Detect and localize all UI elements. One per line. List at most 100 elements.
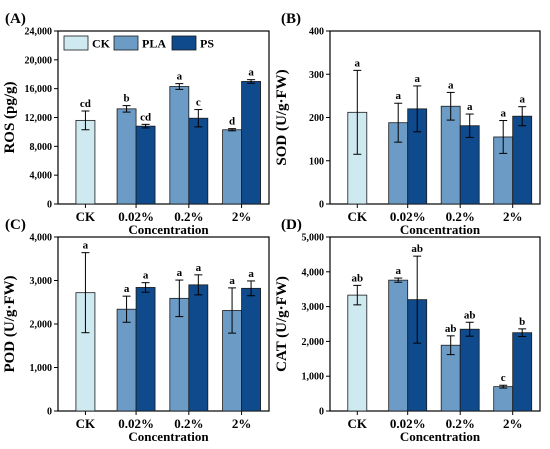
x-tick-label: 0.02% <box>390 416 426 431</box>
y-tick-label: 16,000 <box>25 84 53 95</box>
significance-label: a <box>177 71 183 83</box>
legend-label-ck: CK <box>92 37 111 51</box>
panel-title: (A) <box>5 11 26 27</box>
y-tick-label: 1,000 <box>302 372 325 383</box>
significance-label: a <box>414 73 420 85</box>
significance-label: a <box>196 262 202 274</box>
panel-title: (C) <box>5 217 26 233</box>
significance-label: a <box>467 101 473 113</box>
significance-label: c <box>196 97 201 109</box>
y-tick-label: 2,000 <box>30 320 53 331</box>
x-tick-label: 0.2% <box>446 416 475 431</box>
significance-label: ab <box>445 323 457 335</box>
x-tick-label: 2% <box>503 416 523 431</box>
significance-label: d <box>229 116 235 128</box>
significance-label: a <box>229 275 235 287</box>
y-tick-label: 20,000 <box>25 55 53 66</box>
significance-label: a <box>83 240 89 252</box>
significance-label: a <box>177 267 183 279</box>
significance-label: a <box>248 67 254 79</box>
x-tick-label: CK <box>76 416 96 431</box>
y-tick-label: 100 <box>309 156 324 167</box>
y-tick-label: 0 <box>319 200 324 211</box>
bar-pla <box>388 279 409 412</box>
significance-label: b <box>519 316 525 328</box>
bar-ps <box>512 332 533 412</box>
y-tick-label: 8,000 <box>30 142 53 153</box>
y-tick-label: 300 <box>309 70 324 81</box>
significance-label: a <box>519 94 525 106</box>
y-axis-label: SOD (U/g·FW) <box>274 69 290 165</box>
chart-panel-4: (D) 0 1,000 2,000 3,000 4,000 5,000 CAT (U/g·FW… <box>274 217 541 444</box>
y-tick-label: 3,000 <box>302 302 325 313</box>
x-tick-label: 0.02% <box>118 416 154 431</box>
bar-pla <box>116 108 137 205</box>
x-tick-label: 2% <box>503 209 523 224</box>
x-axis-label: Concentration <box>128 429 209 444</box>
bar-ck <box>75 119 96 205</box>
bar-pla <box>222 129 242 205</box>
y-tick-label: 1,000 <box>30 363 53 374</box>
legend: CK PLA PS <box>63 35 214 51</box>
significance-label: a <box>355 57 361 69</box>
y-tick-label: 0 <box>47 407 52 418</box>
y-tick-label: 4,000 <box>30 233 53 244</box>
x-tick-label: 0.02% <box>118 209 154 224</box>
bar-ps <box>241 81 261 205</box>
significance-label: cd <box>140 111 151 123</box>
y-tick-label: 2,000 <box>302 337 325 348</box>
significance-label: ab <box>351 272 363 284</box>
legend-swatch-ck <box>63 35 89 51</box>
x-tick-label: CK <box>76 209 96 224</box>
y-axis-label: POD (U/g·FW) <box>2 275 18 372</box>
significance-label: a <box>395 90 401 102</box>
significance-label: a <box>448 79 454 91</box>
plot-frame <box>329 236 541 412</box>
legend-swatch-ps <box>171 35 197 51</box>
y-tick-label: 3,000 <box>30 276 53 287</box>
panel-title: (B) <box>281 11 301 27</box>
x-tick-label: 2% <box>232 209 252 224</box>
y-axis-label: ROS (pg/g) <box>2 81 18 153</box>
bar-ps <box>135 125 156 205</box>
y-tick-label: 0 <box>319 407 324 418</box>
bar-ps <box>241 287 261 412</box>
chart-panel-2: (B) 0 100 200 300 400 SOD (U/g·FW) CK a 0.02% a a 0.… <box>274 11 541 237</box>
bar-ps <box>188 117 209 205</box>
bar-ps <box>459 328 480 412</box>
chart-panel-3: (C) 0 1,000 2,000 3,000 4,000 POD (U/g·FW) CK a 0… <box>2 217 270 444</box>
x-tick-label: CK <box>348 416 368 431</box>
legend-swatch-pla <box>113 35 139 51</box>
y-tick-label: 4,000 <box>302 267 325 278</box>
significance-label: ab <box>411 243 423 255</box>
y-tick-label: 0 <box>47 200 52 211</box>
y-tick-label: 5,000 <box>302 233 325 244</box>
bar-ps <box>188 284 209 412</box>
significance-label: ab <box>464 309 476 321</box>
significance-label: a <box>500 108 506 120</box>
y-tick-label: 4,000 <box>30 171 53 182</box>
y-tick-label: 400 <box>309 27 324 38</box>
bar-pla <box>440 105 461 205</box>
legend-label-pla: PLA <box>142 37 166 51</box>
x-axis-label: Concentration <box>400 222 481 237</box>
x-tick-label: 0.02% <box>390 209 426 224</box>
significance-label: a <box>248 268 254 280</box>
y-tick-label: 200 <box>309 113 324 124</box>
significance-label: c <box>501 372 506 384</box>
x-tick-label: 0.2% <box>174 209 203 224</box>
bar-ps <box>512 115 533 205</box>
x-axis-label: Concentration <box>400 429 481 444</box>
significance-label: cd <box>80 98 91 110</box>
bar-pla <box>169 86 190 205</box>
y-tick-label: 24,000 <box>25 27 53 38</box>
legend-label-ps: PS <box>200 37 214 51</box>
x-tick-label: 0.2% <box>446 209 475 224</box>
significance-label: a <box>395 265 401 277</box>
x-tick-label: 2% <box>232 416 252 431</box>
chart-panel-1: (A) 0 4,000 8,000 12,000 16,000 20,000 24,000 RO… <box>2 11 270 237</box>
x-axis-label: Concentration <box>128 222 209 237</box>
bar-pla <box>493 386 514 412</box>
significance-label: a <box>143 270 149 282</box>
